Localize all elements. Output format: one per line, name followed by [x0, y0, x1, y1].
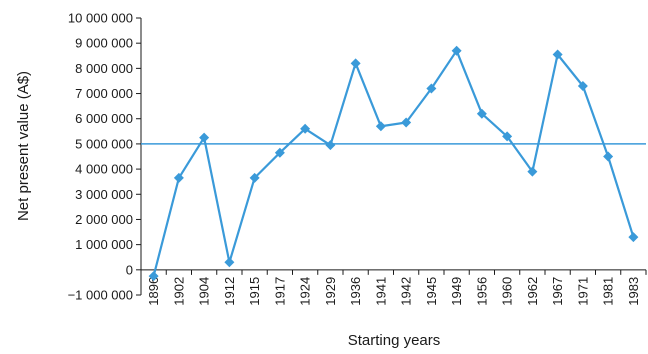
x-tick-label: 1924 — [298, 277, 313, 306]
data-point-marker — [628, 232, 639, 243]
data-point-marker — [603, 151, 614, 162]
axes — [140, 18, 646, 295]
x-tick-label: 1971 — [575, 277, 590, 306]
x-tick-label: 1956 — [474, 277, 489, 306]
data-point-marker — [375, 121, 386, 132]
data-point-marker — [199, 132, 210, 143]
x-tick-label: 1915 — [247, 277, 262, 306]
x-tick-label: 1942 — [399, 277, 414, 306]
data-point-marker — [350, 58, 361, 69]
x-tick-label: 1896 — [146, 277, 161, 306]
y-axis-ticks: −1 000 000 0 1 000 000 2 000 000 3 000 000 4 … — [68, 11, 141, 303]
data-point-marker — [451, 45, 462, 56]
data-point-marker — [300, 123, 311, 134]
y-tick-label: 0 — [126, 262, 133, 277]
x-tick-label: 1912 — [222, 277, 237, 306]
x-tick-label: 1949 — [449, 277, 464, 306]
data-point-marker — [274, 147, 285, 158]
y-tick-label: 7 000 000 — [75, 86, 133, 101]
x-axis-ticks: 1896 1902 1904 1912 1915 1917 1924 1929 1936 1941… — [140, 269, 647, 306]
x-tick-label: 1917 — [272, 277, 287, 306]
y-tick-label: 2 000 000 — [75, 212, 133, 227]
x-tick-label: 1929 — [323, 277, 338, 306]
x-tick-label: 1981 — [601, 277, 616, 306]
x-tick-label: 1936 — [348, 277, 363, 306]
data-point-marker — [527, 166, 538, 177]
x-tick-label: 1904 — [197, 277, 212, 306]
x-axis-title: Starting years — [348, 332, 441, 349]
x-tick-label: 1945 — [424, 277, 439, 306]
y-tick-label: 8 000 000 — [75, 61, 133, 76]
series-line — [152, 49, 635, 277]
y-tick-label: 6 000 000 — [75, 111, 133, 126]
data-point-marker — [325, 140, 336, 151]
y-tick-label: 9 000 000 — [75, 36, 133, 51]
data-point-marker — [552, 49, 563, 60]
y-tick-label: 10 000 000 — [68, 11, 133, 26]
y-tick-label: 3 000 000 — [75, 187, 133, 202]
x-tick-label: 1960 — [500, 277, 515, 306]
data-point-marker — [173, 172, 184, 183]
data-point-marker — [249, 172, 260, 183]
data-point-marker — [577, 80, 588, 91]
data-point-marker — [426, 83, 437, 94]
y-tick-label: 1 000 000 — [75, 237, 133, 252]
data-point-marker — [476, 108, 487, 119]
x-tick-label: 1902 — [171, 277, 186, 306]
x-tick-label: 1962 — [525, 277, 540, 306]
data-point-marker — [502, 131, 513, 142]
data-point-marker — [224, 257, 235, 268]
y-axis-title: Net present value (A$) — [15, 71, 32, 221]
data-point-marker — [148, 271, 159, 282]
y-tick-label: −1 000 000 — [68, 288, 133, 303]
x-tick-label: 1941 — [373, 277, 388, 306]
x-tick-label: 1967 — [550, 277, 565, 306]
y-tick-label: 4 000 000 — [75, 162, 133, 177]
data-point-marker — [401, 117, 412, 128]
y-tick-label: 5 000 000 — [75, 136, 133, 151]
x-tick-label: 1983 — [626, 277, 641, 306]
series-group — [148, 45, 639, 282]
